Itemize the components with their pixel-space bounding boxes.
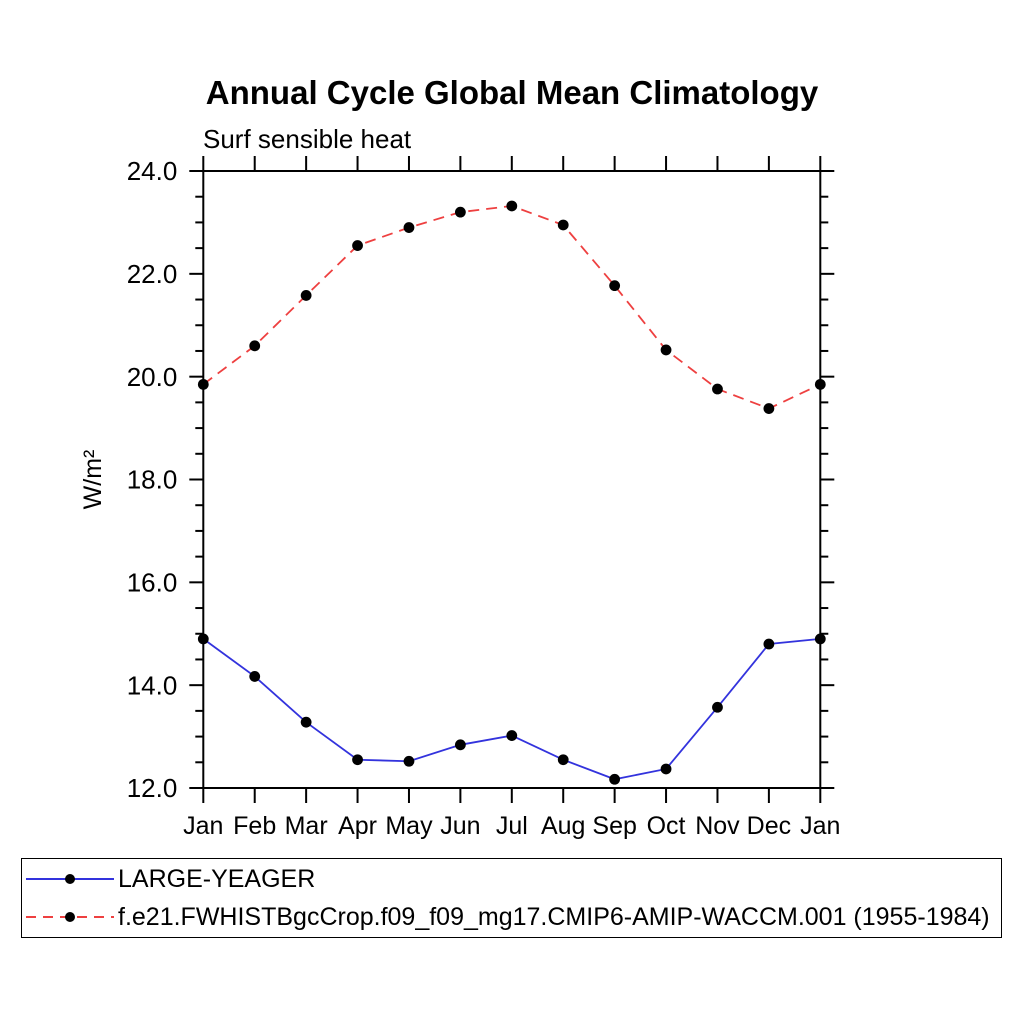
- data-point: [506, 200, 518, 212]
- chart-subtitle: Surf sensible heat: [203, 124, 412, 154]
- data-point: [197, 633, 209, 645]
- x-tick-label: Mar: [285, 812, 328, 840]
- legend-item: LARGE-YEAGER: [24, 860, 1001, 898]
- data-point: [763, 403, 775, 414]
- y-tick-label: 20.0: [127, 362, 178, 392]
- data-point: [403, 222, 415, 233]
- legend-item: f.e21.FWHISTBgcCrop.f09_f09_mg17.CMIP6-A…: [24, 898, 1001, 936]
- data-point: [557, 219, 569, 231]
- series-line-1: [202, 205, 821, 410]
- y-axis-label: W/m²: [79, 450, 107, 510]
- data-point: [454, 206, 466, 218]
- plot-frame: [202, 170, 822, 789]
- data-point: [609, 773, 621, 785]
- data-point: [660, 763, 672, 775]
- y-tick-label: 12.0: [127, 773, 178, 803]
- y-tick-label: 18.0: [127, 465, 178, 495]
- x-tick-label: Jul: [496, 812, 528, 840]
- data-point: [506, 730, 518, 741]
- y-tick-label: 14.0: [127, 670, 178, 700]
- data-point: [660, 344, 672, 356]
- y-tick-label: 22.0: [127, 259, 178, 289]
- data-point: [403, 755, 415, 767]
- legend-box: LARGE-YEAGER f.e21.FWHISTBgcCrop.f09_f09_…: [21, 858, 1002, 938]
- legend-marker-icon: [65, 912, 75, 922]
- legend-line-sample: [26, 874, 114, 884]
- plot-area: 12.0 14.0 16.0 18.0 20.0 22.0 24.0 Jan Feb Mar Apr…: [79, 156, 840, 840]
- data-point: [814, 378, 826, 390]
- chart-title: Annual Cycle Global Mean Climatology: [205, 74, 819, 111]
- data-point: [557, 754, 569, 766]
- data-point: [352, 240, 363, 251]
- series-line-0: [202, 637, 821, 781]
- legend-marker-icon: [65, 874, 75, 884]
- y-tick-label: 24.0: [127, 156, 178, 186]
- data-point: [249, 671, 261, 682]
- data-point: [197, 378, 209, 390]
- x-tick-label: Jun: [440, 812, 480, 840]
- x-tick-label: Jan: [800, 812, 840, 840]
- data-point: [814, 633, 826, 645]
- y-tick-label: 16.0: [127, 567, 178, 597]
- x-tick-label: Nov: [695, 812, 740, 840]
- legend-label: f.e21.FWHISTBgcCrop.f09_f09_mg17.CMIP6-A…: [118, 902, 990, 931]
- data-point: [712, 701, 723, 713]
- data-point: [763, 638, 775, 650]
- legend-label: LARGE-YEAGER: [118, 864, 316, 893]
- x-tick-label: Jan: [183, 812, 223, 840]
- x-tick-label: May: [385, 812, 433, 840]
- x-tick-label: Feb: [233, 812, 276, 840]
- data-point: [712, 383, 723, 395]
- x-tick-label: Apr: [338, 812, 377, 840]
- x-tick-label: Aug: [541, 812, 585, 840]
- legend-line-sample: [26, 912, 114, 922]
- data-point: [352, 754, 363, 766]
- x-tick-label: Sep: [592, 812, 636, 840]
- x-tick-label: Oct: [647, 812, 686, 840]
- data-point: [300, 290, 312, 301]
- data-point: [609, 280, 621, 292]
- x-tick-label: Dec: [747, 812, 791, 840]
- data-point: [454, 739, 466, 751]
- data-point: [300, 716, 312, 728]
- data-point: [249, 340, 261, 352]
